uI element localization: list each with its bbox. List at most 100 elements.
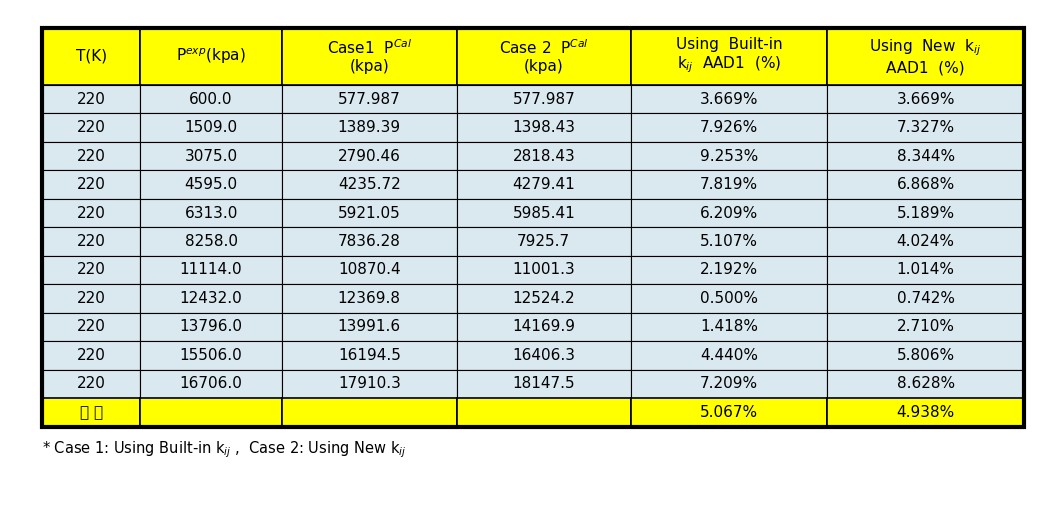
Text: 13991.6: 13991.6: [338, 320, 401, 334]
Text: 2.710%: 2.710%: [897, 320, 954, 334]
Bar: [42, 256, 140, 284]
Text: 220: 220: [77, 348, 105, 363]
Bar: [42, 398, 140, 427]
Text: 10870.4: 10870.4: [338, 263, 400, 277]
Text: 13796.0: 13796.0: [180, 320, 243, 334]
Bar: [827, 170, 1024, 199]
Bar: [140, 398, 282, 427]
Bar: [457, 341, 631, 370]
Bar: [140, 313, 282, 341]
Text: 5.107%: 5.107%: [700, 234, 758, 249]
Bar: [140, 170, 282, 199]
Bar: [282, 227, 457, 256]
Text: 3.669%: 3.669%: [700, 91, 758, 107]
Bar: [827, 341, 1024, 370]
Bar: [631, 113, 827, 142]
Bar: [631, 256, 827, 284]
Bar: [42, 142, 140, 170]
Bar: [457, 199, 631, 227]
Bar: [631, 199, 827, 227]
Text: 4.024%: 4.024%: [897, 234, 954, 249]
Text: 7.327%: 7.327%: [897, 120, 954, 135]
Text: 220: 220: [77, 91, 105, 107]
Text: 7.926%: 7.926%: [700, 120, 758, 135]
Bar: [631, 370, 827, 398]
Text: Using  New  k$_{ij}$
AAD1  (%): Using New k$_{ij}$ AAD1 (%): [869, 37, 982, 75]
Text: 3075.0: 3075.0: [185, 148, 237, 164]
Bar: [827, 256, 1024, 284]
Text: Case1  P$^{Cal}$
(kpa): Case1 P$^{Cal}$ (kpa): [327, 38, 412, 74]
Text: Using  Built-in
k$_{ij}$  AAD1  (%): Using Built-in k$_{ij}$ AAD1 (%): [676, 37, 782, 75]
Bar: [140, 284, 282, 313]
Bar: [631, 227, 827, 256]
Text: 평 균: 평 균: [80, 405, 103, 420]
Text: 8258.0: 8258.0: [185, 234, 237, 249]
Bar: [140, 341, 282, 370]
Bar: [140, 28, 282, 85]
Bar: [631, 142, 827, 170]
Bar: [457, 256, 631, 284]
Text: 6313.0: 6313.0: [185, 206, 237, 221]
Bar: [282, 142, 457, 170]
Text: 220: 220: [77, 206, 105, 221]
Bar: [457, 28, 631, 85]
Text: 18147.5: 18147.5: [512, 377, 575, 391]
Bar: [282, 113, 457, 142]
Bar: [282, 28, 457, 85]
Bar: [631, 284, 827, 313]
Text: 220: 220: [77, 234, 105, 249]
Text: 220: 220: [77, 148, 105, 164]
Text: 577.987: 577.987: [338, 91, 401, 107]
Text: 1398.43: 1398.43: [512, 120, 575, 135]
Text: 220: 220: [77, 377, 105, 391]
Bar: [827, 284, 1024, 313]
Text: 1509.0: 1509.0: [185, 120, 237, 135]
Bar: [827, 199, 1024, 227]
Text: 16706.0: 16706.0: [180, 377, 243, 391]
Text: 8.344%: 8.344%: [897, 148, 954, 164]
Text: 220: 220: [77, 291, 105, 306]
Bar: [42, 28, 1024, 427]
Text: 8.628%: 8.628%: [897, 377, 954, 391]
Bar: [282, 284, 457, 313]
Text: 11001.3: 11001.3: [512, 263, 575, 277]
Bar: [42, 284, 140, 313]
Bar: [282, 85, 457, 113]
Text: 12524.2: 12524.2: [512, 291, 575, 306]
Bar: [42, 313, 140, 341]
Bar: [42, 227, 140, 256]
Bar: [282, 341, 457, 370]
Text: 12369.8: 12369.8: [338, 291, 401, 306]
Text: 17910.3: 17910.3: [338, 377, 401, 391]
Bar: [457, 85, 631, 113]
Bar: [140, 113, 282, 142]
Bar: [631, 85, 827, 113]
Text: 220: 220: [77, 320, 105, 334]
Text: 2.192%: 2.192%: [700, 263, 758, 277]
Text: 1.418%: 1.418%: [700, 320, 758, 334]
Text: 2818.43: 2818.43: [512, 148, 575, 164]
Bar: [631, 313, 827, 341]
Bar: [631, 341, 827, 370]
Text: 0.742%: 0.742%: [897, 291, 954, 306]
Bar: [282, 313, 457, 341]
Text: 5.806%: 5.806%: [897, 348, 954, 363]
Text: 12432.0: 12432.0: [180, 291, 243, 306]
Bar: [42, 113, 140, 142]
Bar: [140, 227, 282, 256]
Text: 7836.28: 7836.28: [338, 234, 401, 249]
Text: 9.253%: 9.253%: [700, 148, 758, 164]
Text: 14169.9: 14169.9: [512, 320, 575, 334]
Text: T(K): T(K): [76, 49, 107, 64]
Text: 5985.41: 5985.41: [512, 206, 575, 221]
Bar: [827, 398, 1024, 427]
Text: 4.440%: 4.440%: [700, 348, 758, 363]
Text: 11114.0: 11114.0: [180, 263, 243, 277]
Text: 16194.5: 16194.5: [338, 348, 401, 363]
Bar: [827, 142, 1024, 170]
Text: Case 2  P$^{Cal}$
(kpa): Case 2 P$^{Cal}$ (kpa): [499, 38, 589, 74]
Text: 220: 220: [77, 120, 105, 135]
Bar: [827, 227, 1024, 256]
Text: 1389.39: 1389.39: [338, 120, 401, 135]
Bar: [140, 256, 282, 284]
